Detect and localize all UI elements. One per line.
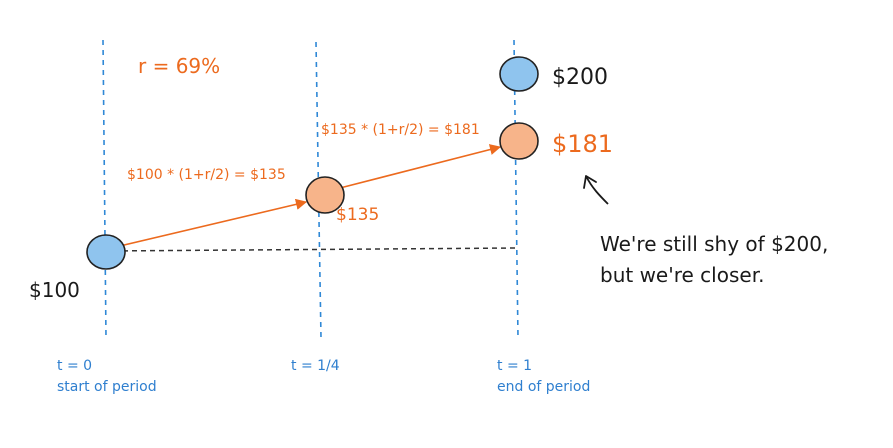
value-label-target: $200	[552, 65, 608, 90]
value-circle-mid	[305, 176, 345, 214]
timeline-t0	[102, 39, 107, 339]
time-label-t0: t = 0	[57, 358, 92, 374]
baseline-dashed	[104, 247, 518, 252]
time-caption-start: start of period	[57, 379, 157, 395]
formula-second-step: $135 * (1+r/2) = $181	[321, 122, 480, 138]
value-label-mid: $135	[336, 205, 379, 225]
curved-arrow-icon	[583, 175, 609, 205]
formula-first-step: $100 * (1+r/2) = $135	[127, 167, 286, 183]
value-circle-target	[499, 56, 539, 92]
rate-label: r = 69%	[138, 54, 220, 78]
note-line-1: We're still shy of $200,	[600, 232, 828, 256]
value-label-start: $100	[29, 278, 80, 302]
time-label-t1: t = 1	[497, 358, 532, 374]
value-circle-start	[86, 234, 126, 270]
note-line-2: but we're closer.	[600, 263, 764, 287]
growth-arrow-2	[339, 144, 502, 189]
time-caption-end: end of period	[497, 379, 590, 395]
time-label-t-quarter: t = 1/4	[291, 358, 340, 374]
growth-arrow-1	[119, 198, 308, 247]
value-circle-compounded	[499, 122, 539, 160]
value-label-compounded: $181	[552, 130, 613, 158]
